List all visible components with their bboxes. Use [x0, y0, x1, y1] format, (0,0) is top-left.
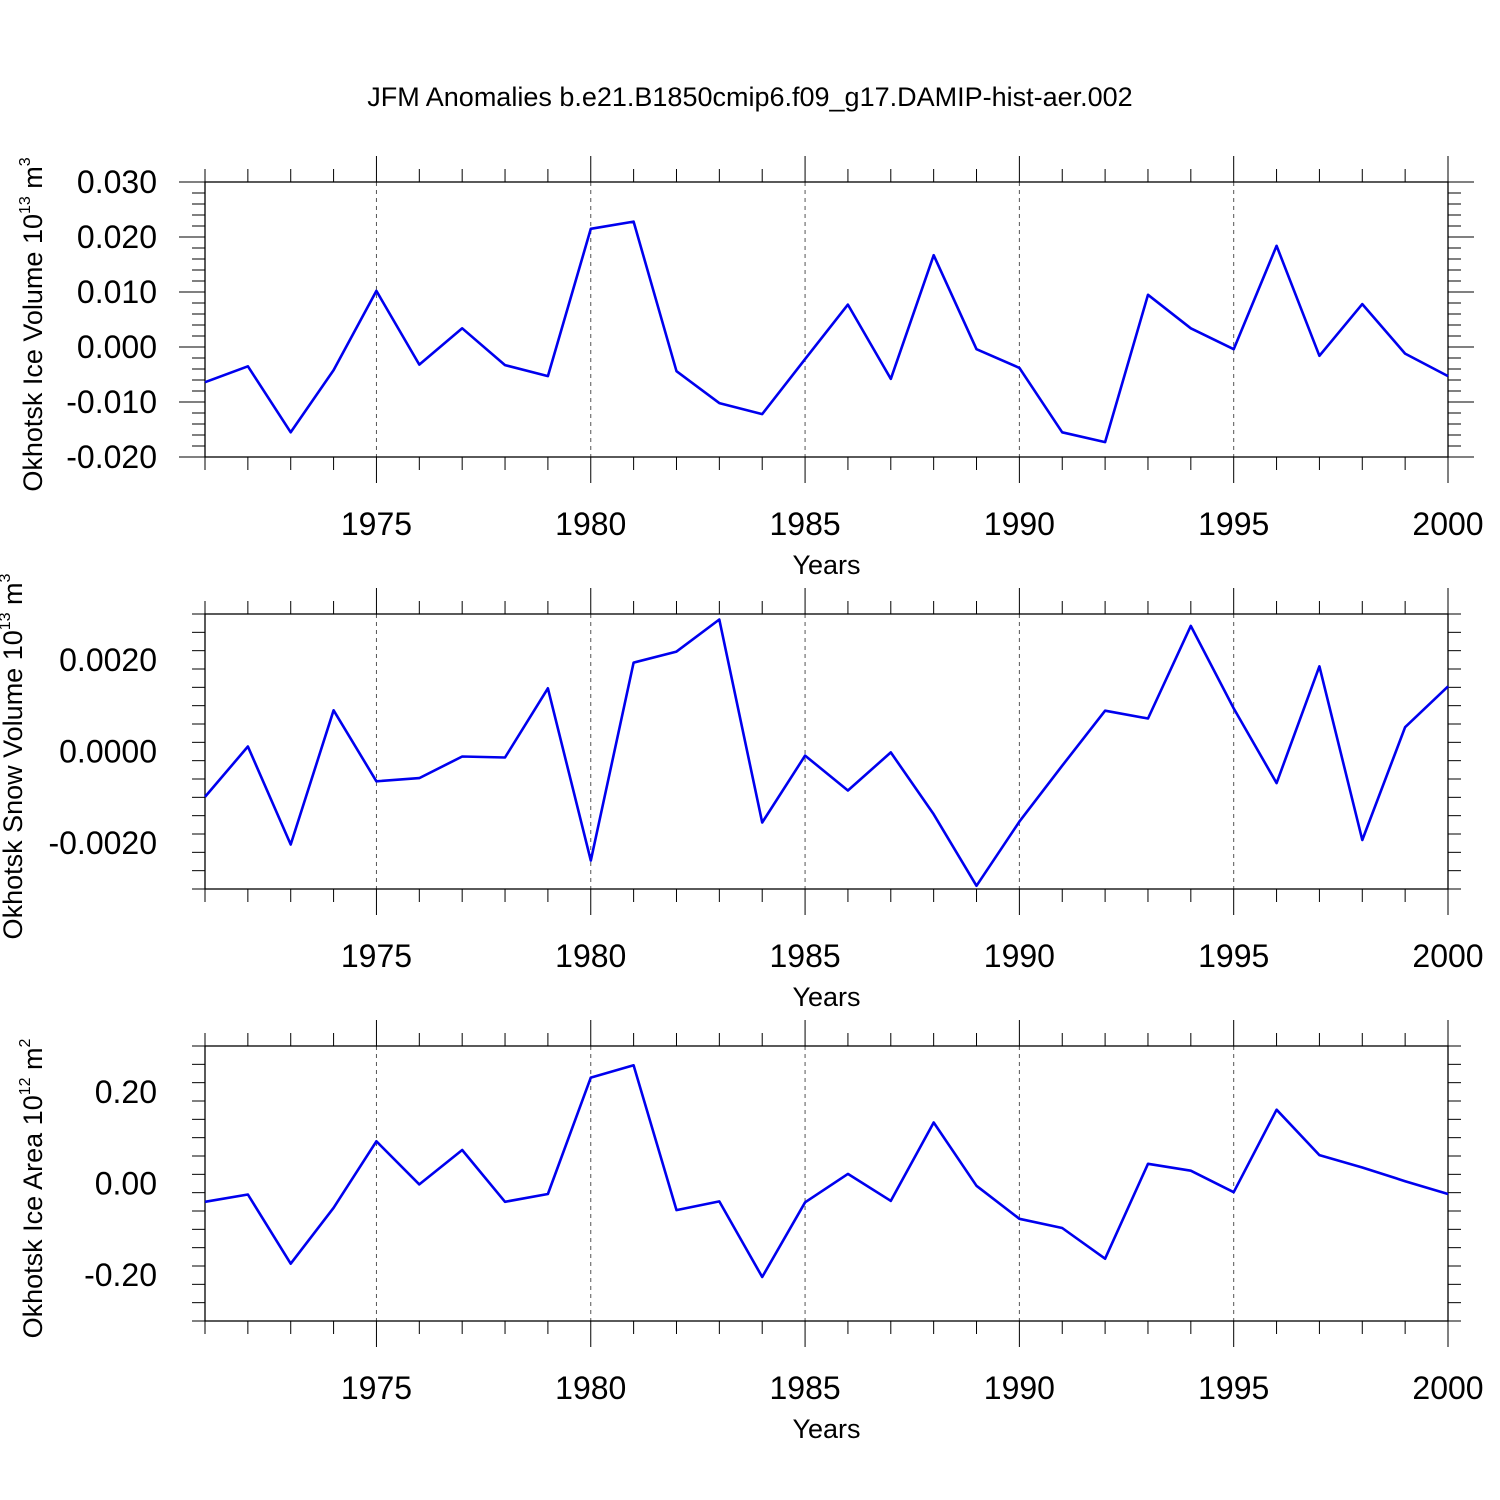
x-axis-label: Years [792, 550, 860, 580]
x-axis-label: Years [792, 1414, 860, 1444]
x-tick-label: 1990 [984, 938, 1055, 974]
y-tick-label: 0.00 [95, 1166, 157, 1202]
x-tick-label: 2000 [1412, 1370, 1483, 1406]
plot-frame [204, 181, 1449, 458]
y-tick-label: 0.0000 [59, 734, 157, 770]
y-axis-label: Okhotsk Snow Volume 1013 m3 [0, 573, 28, 939]
chart-panels: 1975 1980 1985 1990 1995 2000 Years -0.020 -0.01… [0, 156, 1484, 1444]
chart-panel-3: 1975 1980 1985 1990 1995 2000 Years -0.20 0.00 0.… [17, 1020, 1484, 1444]
y-tick-label: 0.20 [95, 1074, 157, 1110]
x-tick-label: 2000 [1412, 938, 1483, 974]
y-tick-label: 0.030 [77, 164, 157, 200]
x-tick-label: 1990 [984, 506, 1055, 542]
x-tick-label: 2000 [1412, 506, 1483, 542]
chart-panel-2: 1975 1980 1985 1990 1995 2000 Years -0.0020 0.00… [0, 573, 1484, 1012]
y-tick-label: -0.020 [66, 439, 157, 475]
x-tick-label: 1975 [341, 938, 412, 974]
chart-panel-1: 1975 1980 1985 1990 1995 2000 Years -0.020 -0.01… [17, 156, 1484, 580]
x-tick-label: 1995 [1198, 1370, 1269, 1406]
x-tick-label: 1985 [769, 506, 840, 542]
x-tick-label: 1995 [1198, 938, 1269, 974]
y-axis-label: Okhotsk Ice Volume 1013 m3 [17, 157, 48, 491]
x-tick-label: 1975 [341, 1370, 412, 1406]
x-tick-label: 1990 [984, 1370, 1055, 1406]
x-tick-label: 1980 [555, 1370, 626, 1406]
x-tick-label: 1985 [769, 938, 840, 974]
y-tick-label: 0.010 [77, 274, 157, 310]
x-tick-label: 1980 [555, 938, 626, 974]
y-tick-label: 0.0020 [59, 642, 157, 678]
y-tick-label: -0.010 [66, 384, 157, 420]
x-tick-label: 1980 [555, 506, 626, 542]
y-tick-label: 0.000 [77, 329, 157, 365]
plot-frame [204, 613, 1449, 890]
x-tick-label: 1985 [769, 1370, 840, 1406]
figure-title: JFM Anomalies b.e21.B1850cmip6.f09_g17.D… [367, 82, 1132, 112]
x-tick-label: 1975 [341, 506, 412, 542]
series-line [204, 618, 1449, 888]
y-tick-label: -0.0020 [48, 825, 157, 861]
y-tick-label: 0.020 [77, 219, 157, 255]
series-line [204, 220, 1449, 444]
plot-frame [204, 1045, 1449, 1322]
series-line [204, 1064, 1449, 1279]
x-axis-label: Years [792, 982, 860, 1012]
x-tick-label: 1995 [1198, 506, 1269, 542]
y-tick-label: -0.20 [84, 1257, 157, 1293]
y-axis-label: Okhotsk Ice Area 1012 m2 [17, 1038, 48, 1338]
